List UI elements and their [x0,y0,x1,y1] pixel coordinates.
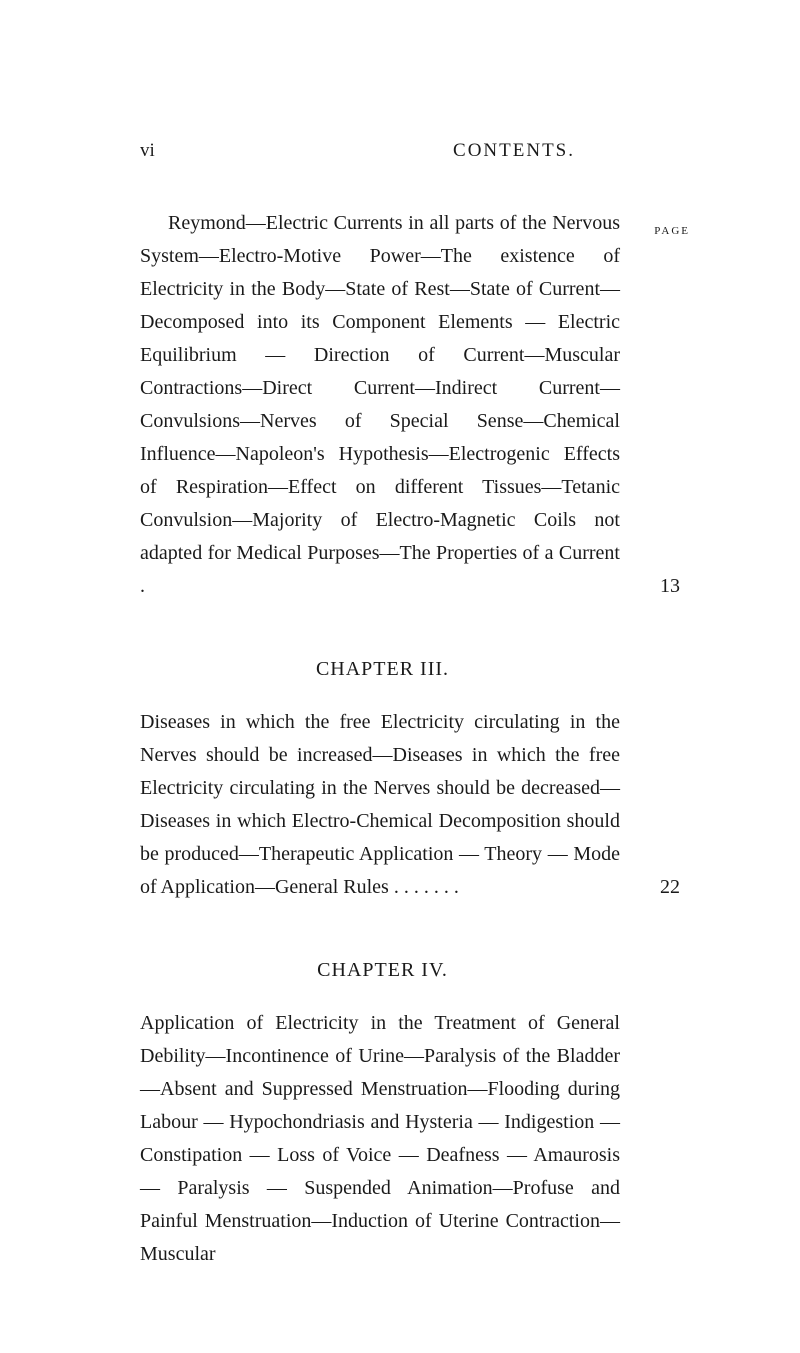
entry-page-number: 22 [660,876,680,899]
toc-entry: Reymond—Electric Currents in all parts o… [140,207,685,603]
chapter-heading: CHAPTER III. [140,658,625,681]
entry-text: Application of Electricity in the Treatm… [140,1007,685,1271]
chapter-section: CHAPTER IV. Application of Electricity i… [140,959,685,1271]
toc-entry: Application of Electricity in the Treatm… [140,1007,685,1271]
entry-text: Diseases in which the free Electricity c… [140,706,685,904]
entry-page-number: 13 [660,575,680,598]
toc-entry: Diseases in which the free Electricity c… [140,706,685,904]
page-header: vi CONTENTS. [140,140,685,162]
contents-title: CONTENTS. [453,140,575,162]
page-number-roman: vi [140,140,155,162]
chapter-heading: CHAPTER IV. [140,959,625,982]
entry-text: Reymond—Electric Currents in all parts o… [140,207,685,603]
chapter-section: CHAPTER III. Diseases in which the free … [140,658,685,904]
